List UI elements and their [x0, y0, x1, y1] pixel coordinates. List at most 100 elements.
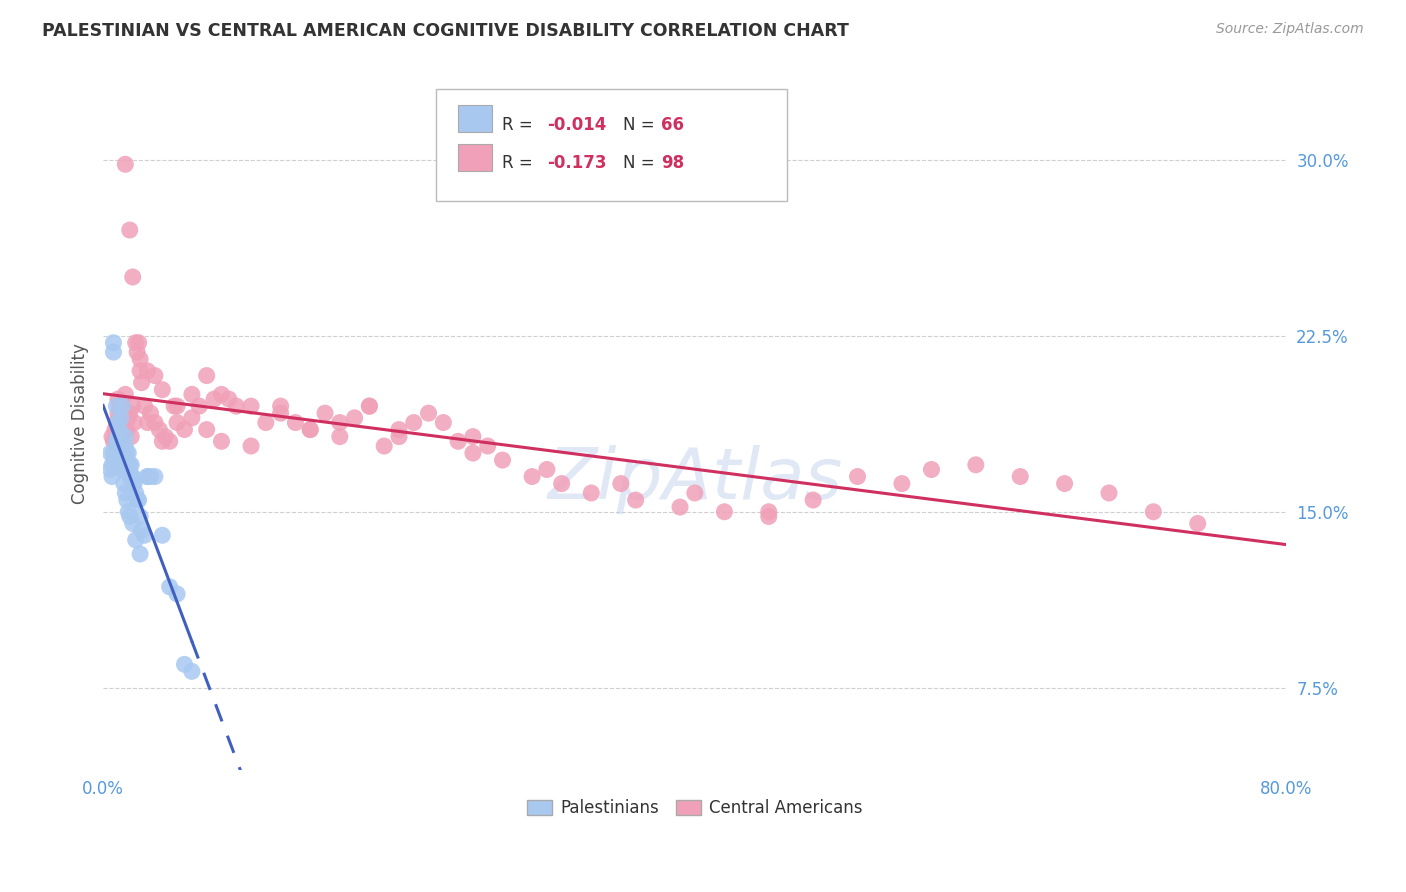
Point — [117, 410, 139, 425]
Point — [110, 458, 132, 472]
Point — [143, 416, 166, 430]
Point — [110, 410, 132, 425]
Point — [965, 458, 987, 472]
Point — [105, 446, 128, 460]
Point — [180, 665, 202, 679]
Point — [758, 509, 780, 524]
Point — [195, 368, 218, 383]
Point — [418, 406, 440, 420]
Point — [124, 533, 146, 547]
Point — [173, 423, 195, 437]
Point — [129, 352, 152, 367]
Point — [159, 580, 181, 594]
Point — [121, 399, 143, 413]
Point — [121, 469, 143, 483]
Point — [100, 462, 122, 476]
Point — [118, 406, 141, 420]
Point — [112, 446, 135, 460]
Point — [127, 493, 149, 508]
Point — [105, 416, 128, 430]
Point — [122, 476, 145, 491]
Text: ZipAtlas: ZipAtlas — [547, 444, 842, 514]
Point — [610, 476, 633, 491]
Point — [115, 446, 138, 460]
Point — [1053, 476, 1076, 491]
Point — [114, 486, 136, 500]
Point — [139, 406, 162, 420]
Point — [432, 416, 454, 430]
Point — [124, 335, 146, 350]
Point — [111, 399, 134, 413]
Point — [128, 493, 150, 508]
Point — [388, 423, 411, 437]
Point — [477, 439, 499, 453]
Point — [270, 399, 292, 413]
Point — [117, 446, 139, 460]
Point — [114, 429, 136, 443]
Point — [120, 458, 142, 472]
Point — [118, 458, 141, 472]
Point — [114, 157, 136, 171]
Point — [115, 423, 138, 437]
Point — [111, 439, 134, 453]
Point — [131, 524, 153, 538]
Point — [104, 453, 127, 467]
Point — [117, 462, 139, 476]
Point — [107, 392, 129, 406]
Point — [121, 476, 143, 491]
Point — [343, 410, 366, 425]
Point — [110, 410, 132, 425]
Point — [101, 469, 124, 483]
Point — [520, 469, 543, 483]
Point — [202, 392, 225, 406]
Text: Source: ZipAtlas.com: Source: ZipAtlas.com — [1216, 22, 1364, 37]
Point — [150, 434, 173, 449]
Point — [120, 469, 142, 483]
Point — [225, 399, 247, 413]
Point — [129, 364, 152, 378]
Point — [118, 469, 141, 483]
Point — [136, 364, 159, 378]
Point — [122, 416, 145, 430]
Point — [112, 476, 135, 491]
Point — [402, 416, 425, 430]
Point — [447, 434, 470, 449]
Legend: Palestinians, Central Americans: Palestinians, Central Americans — [520, 793, 869, 824]
Text: -0.014: -0.014 — [547, 116, 606, 134]
Point — [550, 476, 572, 491]
Text: N =: N = — [623, 116, 659, 134]
Point — [121, 270, 143, 285]
Point — [103, 335, 125, 350]
Point — [148, 423, 170, 437]
Point — [118, 223, 141, 237]
Point — [461, 446, 484, 460]
Point — [240, 439, 263, 453]
Point — [1187, 516, 1209, 531]
Point — [107, 429, 129, 443]
Point — [103, 345, 125, 359]
Point — [1010, 469, 1032, 483]
Point — [112, 453, 135, 467]
Point — [105, 434, 128, 449]
Point — [143, 368, 166, 383]
Point — [121, 516, 143, 531]
Point — [155, 429, 177, 443]
Point — [139, 469, 162, 483]
Point — [491, 453, 513, 467]
Point — [110, 446, 132, 460]
Point — [801, 493, 824, 508]
Point — [159, 434, 181, 449]
Point — [107, 406, 129, 420]
Text: N =: N = — [623, 154, 659, 172]
Point — [107, 446, 129, 460]
Point — [105, 399, 128, 413]
Point — [329, 416, 352, 430]
Point — [536, 462, 558, 476]
Point — [101, 458, 124, 472]
Point — [108, 439, 131, 453]
Text: 66: 66 — [661, 116, 683, 134]
Point — [890, 476, 912, 491]
Point — [114, 439, 136, 453]
Point — [329, 429, 352, 443]
Point — [108, 446, 131, 460]
